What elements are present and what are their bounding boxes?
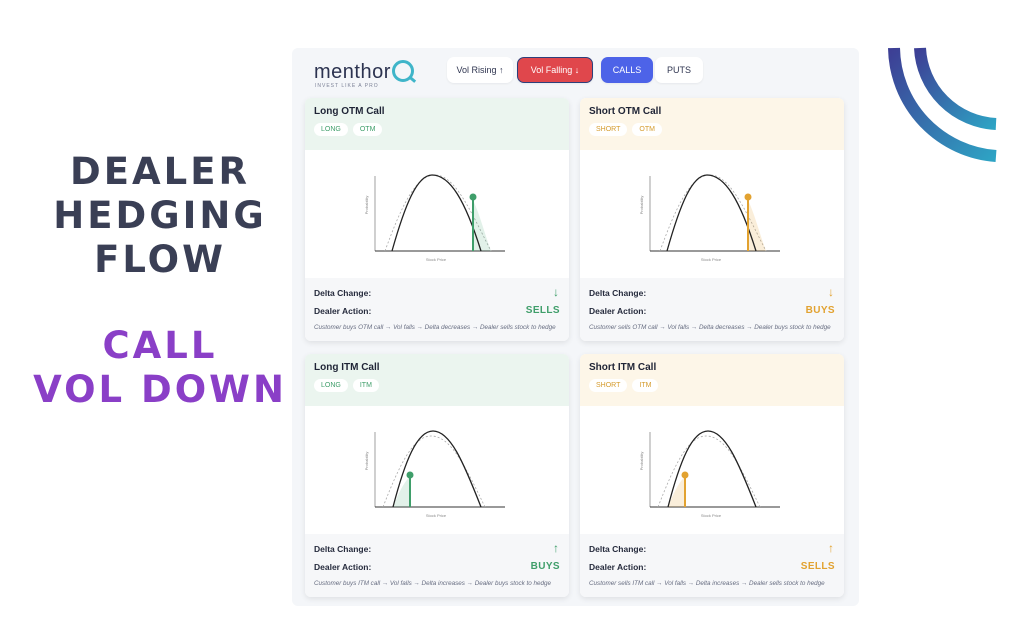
strike-marker-icon: [469, 193, 477, 201]
headline-line-1: DEALER: [70, 150, 250, 193]
y-axis-label: Probability: [639, 196, 644, 215]
card-header: Short OTM Call SHORT OTM: [580, 98, 844, 150]
y-axis-label: Probability: [364, 196, 369, 215]
x-axis-label: Stock Price: [426, 513, 447, 518]
delta-change-label: Delta Change:: [314, 288, 372, 298]
brand-logo: menthor INVEST LIKE A PRO: [314, 60, 414, 89]
y-axis-label: Probability: [639, 452, 644, 471]
toolbar: menthor INVEST LIKE A PRO Vol Rising ↑ V…: [292, 48, 859, 94]
strike-marker-icon: [744, 193, 752, 201]
distribution-chart: Probability Stock Price: [305, 406, 569, 534]
tag-pill: ITM: [632, 379, 659, 392]
headline-line-3: FLOW: [94, 238, 226, 281]
vol-falling-button[interactable]: Vol Falling ↓: [517, 57, 593, 83]
dealer-action-label: Dealer Action:: [314, 562, 372, 572]
calls-tab[interactable]: CALLS: [601, 57, 653, 83]
headline-line-2: HEDGING: [53, 194, 267, 237]
dealer-action-label: Dealer Action:: [314, 306, 372, 316]
arrow-down-icon: ↓: [553, 285, 559, 299]
y-axis-label: Probability: [364, 452, 369, 471]
distribution-chart: Probability Stock Price: [580, 150, 844, 278]
vol-rising-button[interactable]: Vol Rising ↑: [447, 57, 513, 83]
delta-change-label: Delta Change:: [589, 288, 647, 298]
tag-pill: OTM: [632, 123, 662, 136]
card-title: Long ITM Call: [314, 362, 380, 373]
dealer-action-label: Dealer Action:: [589, 562, 647, 572]
tag-pill: OTM: [352, 123, 383, 136]
distribution-chart: Probability Stock Price: [580, 406, 844, 534]
arrow-up-icon: ↑: [553, 541, 559, 555]
strike-marker-icon: [681, 471, 689, 479]
card-header: Long ITM Call LONG ITM: [305, 354, 569, 406]
flow-description: Customer sells ITM call → Vol falls → De…: [589, 580, 825, 587]
arrow-down-icon: ↓: [828, 285, 834, 299]
x-axis-label: Stock Price: [426, 257, 447, 262]
flow-description: Customer buys ITM call → Vol falls → Del…: [314, 580, 552, 587]
card-short-itm-call[interactable]: Short ITM Call SHORT ITM Probability Sto…: [580, 354, 844, 597]
card-footer: Delta Change: ↑ Dealer Action: SELLS Cus…: [580, 534, 844, 597]
dealer-action-label: Dealer Action:: [589, 306, 647, 316]
arrow-up-icon: ↑: [828, 541, 834, 555]
tag-pill: SHORT: [589, 379, 628, 392]
card-footer: Delta Change: ↑ Dealer Action: BUYS Cust…: [305, 534, 569, 597]
headline-line-5: VOL DOWN: [33, 368, 287, 411]
dealer-action-value: SELLS: [800, 561, 835, 572]
card-footer: Delta Change: ↓ Dealer Action: BUYS Cust…: [580, 278, 844, 341]
card-title: Short OTM Call: [589, 106, 662, 117]
x-axis-label: Stock Price: [701, 513, 722, 518]
card-short-otm-call[interactable]: Short OTM Call SHORT OTM Probability Sto…: [580, 98, 844, 341]
distribution-chart: Probability Stock Price: [305, 150, 569, 278]
x-axis-label: Stock Price: [701, 257, 722, 262]
dealer-action-value: SELLS: [525, 305, 560, 316]
card-footer: Delta Change: ↓ Dealer Action: SELLS Cus…: [305, 278, 569, 341]
delta-change-label: Delta Change:: [314, 544, 372, 554]
dealer-action-value: BUYS: [530, 561, 560, 572]
tag-pill: LONG: [314, 123, 348, 136]
card-long-itm-call[interactable]: Long ITM Call LONG ITM Probability Stock…: [305, 354, 569, 597]
brand-name: menthor: [314, 61, 391, 83]
card-title: Short ITM Call: [589, 362, 657, 373]
delta-change-label: Delta Change:: [589, 544, 647, 554]
tag-pill: LONG: [314, 379, 348, 392]
dealer-action-value: BUYS: [805, 305, 835, 316]
puts-tab[interactable]: PUTS: [655, 57, 703, 83]
card-header: Short ITM Call SHORT ITM: [580, 354, 844, 406]
tag-pill: ITM: [352, 379, 379, 392]
strike-marker-icon: [406, 471, 414, 479]
headline: DEALER HEDGING FLOW CALL VOL DOWN: [30, 150, 290, 412]
headline-line-4: CALL: [102, 324, 218, 367]
card-header: Long OTM Call LONG OTM: [305, 98, 569, 150]
card-long-otm-call[interactable]: Long OTM Call LONG OTM Probability Stock…: [305, 98, 569, 341]
app-panel: menthor INVEST LIKE A PRO Vol Rising ↑ V…: [292, 48, 859, 606]
brand-tagline: INVEST LIKE A PRO: [315, 83, 379, 89]
decorative-arcs: [888, 47, 997, 162]
tag-pill: SHORT: [589, 123, 628, 136]
flow-description: Customer sells OTM call → Vol falls → De…: [589, 324, 831, 331]
flow-description: Customer buys OTM call → Vol falls → Del…: [314, 324, 556, 331]
q-logo-icon: [391, 60, 414, 82]
card-title: Long OTM Call: [314, 106, 385, 117]
